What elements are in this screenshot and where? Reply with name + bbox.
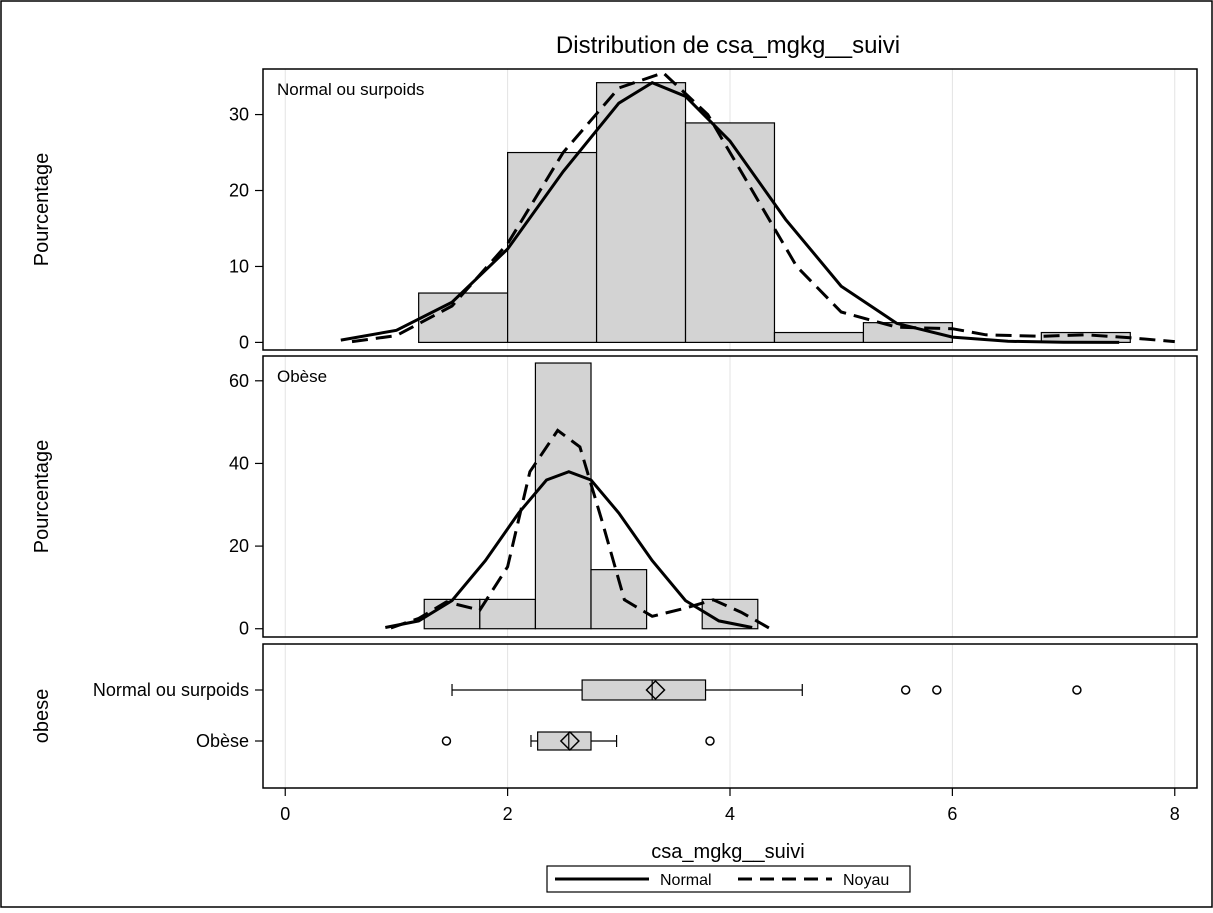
y-tick-label: 60 <box>229 371 249 391</box>
y-tick-label: 0 <box>239 619 249 639</box>
y-axis-title: Pourcentage <box>31 153 53 266</box>
histogram-panel-normal: 0 10 20 30 Pourcentage Normal ou surpoids <box>31 68 1198 352</box>
y-tick-label: 10 <box>229 256 249 276</box>
x-tick-label: 8 <box>1170 804 1180 824</box>
mean-marker <box>645 679 666 701</box>
panel-label: Obèse <box>277 367 327 386</box>
mean-marker <box>559 730 580 752</box>
box <box>537 731 592 751</box>
histogram-bar <box>595 82 687 344</box>
histogram-bar <box>507 151 598 344</box>
kernel-curve <box>390 428 770 630</box>
y-tick-label: 20 <box>229 536 249 556</box>
y-tick-label: 40 <box>229 453 249 473</box>
histogram-bar <box>684 122 776 344</box>
outlier-point <box>932 685 942 695</box>
x-axis-title: csa_mgkg__suivi <box>651 841 804 863</box>
panel-frame <box>262 355 1198 638</box>
group-label: Normal ou surpoids <box>93 680 249 700</box>
panel-label: Normal ou surpoids <box>277 80 424 99</box>
outlier-point <box>705 736 715 746</box>
kernel-curve <box>351 71 1175 344</box>
normal-curve <box>385 470 753 629</box>
legend-label-noyau: Noyau <box>843 872 889 889</box>
y-tick-label: 30 <box>229 105 249 125</box>
boxplot-panel: Normal ou surpoids Obèse obese <box>31 643 1198 789</box>
y-axis-title: Pourcentage <box>31 440 53 553</box>
x-axis: 0 2 4 6 8 <box>280 788 1180 824</box>
histogram-bar <box>534 362 592 630</box>
x-tick-label: 0 <box>280 804 290 824</box>
y-tick-label: 0 <box>239 332 249 352</box>
y-tick-label: 20 <box>229 181 249 201</box>
x-tick-label: 6 <box>947 804 957 824</box>
x-tick-label: 2 <box>503 804 513 824</box>
x-tick-label: 4 <box>725 804 735 824</box>
box <box>581 679 707 701</box>
y-axis-title: obese <box>31 689 53 744</box>
legend: Normal Noyau <box>546 865 911 893</box>
legend-label-normal: Normal <box>660 872 712 889</box>
histogram-bar <box>479 598 537 630</box>
outlier-point <box>441 736 452 746</box>
chart-title: Distribution de csa_mgkg__suivi <box>556 32 900 59</box>
panel-frame <box>262 68 1198 351</box>
outlier-point <box>1072 685 1082 695</box>
outlier-point <box>900 685 911 695</box>
histogram-bar <box>773 331 865 344</box>
group-label: Obèse <box>196 731 249 751</box>
histogram-panel-obese: 0 20 40 60 Pourcentage Obèse <box>31 355 1198 639</box>
